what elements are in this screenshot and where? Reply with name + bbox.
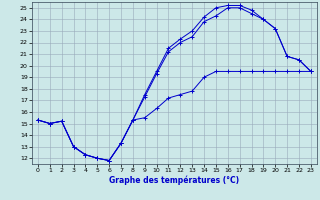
X-axis label: Graphe des températures (°C): Graphe des températures (°C) bbox=[109, 176, 239, 185]
